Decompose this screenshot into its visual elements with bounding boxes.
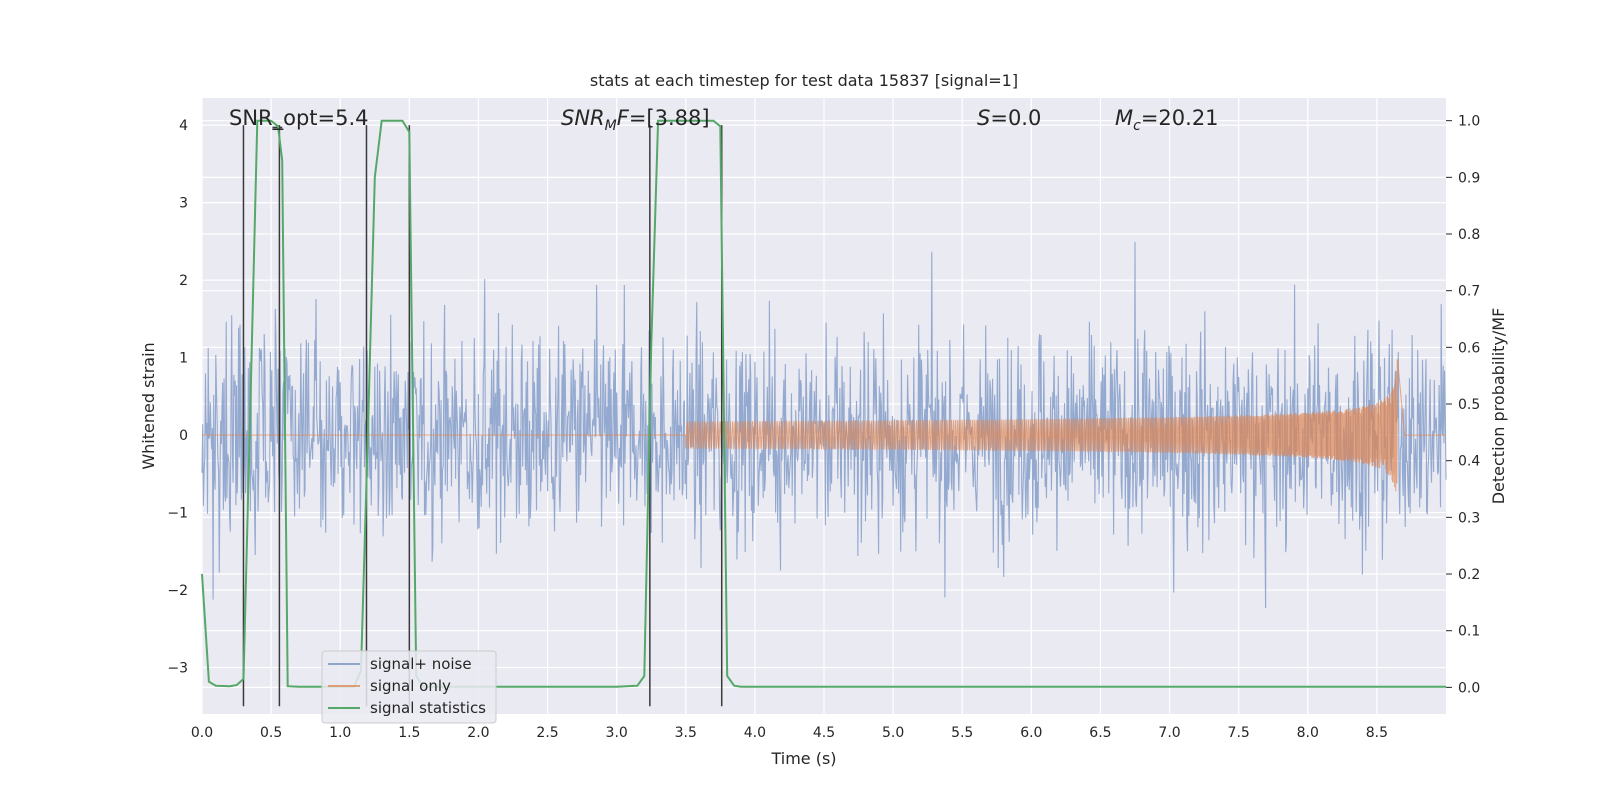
legend-label-signal-noise: signal+ noise — [370, 655, 472, 673]
signal-statistics-line — [201, 119, 1446, 688]
left-y-tick-label: −2 — [167, 583, 188, 599]
x-tick-label: 3.0 — [606, 725, 628, 741]
x-tick-label: 7.0 — [1158, 725, 1180, 741]
snr-mf-annotation: SNRMF=[3.88] — [561, 106, 710, 134]
right-y-tick-label: 0.6 — [1458, 340, 1480, 356]
signal-statistics-series — [201, 119, 1446, 688]
legend-label-signal-statistics: signal statistics — [370, 699, 486, 717]
x-tick-label: 0.0 — [191, 725, 213, 741]
left-y-tick-label: −1 — [167, 506, 188, 522]
s-value: =0.0 — [990, 106, 1041, 130]
signal-only-line — [201, 359, 1446, 492]
right-y-tick-label: 0.1 — [1458, 624, 1480, 640]
right-y-tick-label: 1.0 — [1458, 114, 1480, 130]
mc-label: M — [1115, 106, 1133, 130]
right-y-tick-label: 0.9 — [1458, 170, 1480, 186]
legend: signal+ noise signal only signal statist… — [321, 650, 497, 724]
signal-only-series — [201, 359, 1446, 492]
x-tick-label: 2.5 — [536, 725, 558, 741]
right-y-tick-label: 0.8 — [1458, 227, 1480, 243]
left-y-tick-label: −3 — [167, 661, 188, 677]
left-y-axis-ticks: −3 −2 −1 0 1 2 3 4 — [167, 118, 188, 676]
left-y-tick-label: 4 — [179, 118, 188, 134]
x-tick-label: 2.0 — [467, 725, 489, 741]
x-tick-label: 7.5 — [1228, 725, 1250, 741]
left-y-tick-label: 2 — [179, 273, 188, 289]
x-tick-label: 1.5 — [398, 725, 420, 741]
left-y-axis-label: Whitened strain — [139, 342, 158, 469]
right-y-axis-ticks: 0.0 0.1 0.2 0.3 0.4 0.5 0.6 0.7 0.8 0.9 1.0 — [1446, 114, 1480, 696]
left-y-tick-label: 0 — [179, 428, 188, 444]
snr-mf-main: SNR — [561, 106, 605, 130]
snr-mf-value: =[3.88] — [629, 106, 710, 130]
left-y-tick-label: 1 — [179, 351, 188, 367]
x-tick-label: 6.0 — [1020, 725, 1042, 741]
legend-label-signal-only: signal only — [370, 677, 451, 695]
snr-mf-subscript: M — [605, 118, 617, 134]
x-tick-label: 5.0 — [882, 725, 904, 741]
x-tick-label: 4.5 — [813, 725, 835, 741]
mc-value: =20.21 — [1141, 106, 1219, 130]
x-tick-label: 4.0 — [744, 725, 766, 741]
right-y-tick-label: 0.5 — [1458, 397, 1480, 413]
x-tick-label: 8.5 — [1366, 725, 1388, 741]
s-annotation: S=0.0 — [977, 106, 1041, 130]
x-tick-label: 3.5 — [675, 725, 697, 741]
x-tick-label: 6.5 — [1089, 725, 1111, 741]
left-y-tick-label: 3 — [179, 196, 188, 212]
snr-mf-rest-italic: F — [617, 106, 630, 130]
x-axis-label: Time (s) — [770, 749, 836, 768]
snr-opt-annotation: SNR_opt=5.4 — [229, 106, 369, 131]
right-y-tick-label: 0.0 — [1458, 680, 1480, 696]
right-y-tick-label: 0.3 — [1458, 510, 1480, 526]
x-tick-label: 1.0 — [329, 725, 351, 741]
legend-box — [321, 650, 497, 724]
x-axis-ticks: 0.0 0.5 1.0 1.5 2.0 2.5 3.0 3.5 4.0 4.5 5.0 5.5 6.0 6… — [191, 725, 1388, 741]
right-y-tick-label: 0.2 — [1458, 567, 1480, 583]
right-y-tick-label: 0.4 — [1458, 454, 1480, 470]
x-tick-label: 5.5 — [951, 725, 973, 741]
mc-subscript: c — [1133, 118, 1141, 134]
right-y-axis-label: Detection probability/MF — [1489, 308, 1508, 505]
chart-title: stats at each timestep for test data 158… — [590, 71, 1018, 90]
right-y-tick-label: 0.7 — [1458, 284, 1480, 300]
s-label: S — [977, 106, 990, 130]
x-tick-label: 0.5 — [260, 725, 282, 741]
x-tick-label: 8.0 — [1297, 725, 1319, 741]
mc-annotation: Mc=20.21 — [1115, 106, 1219, 134]
